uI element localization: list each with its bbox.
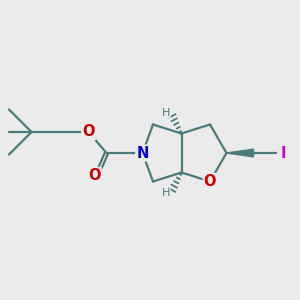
- Text: N: N: [136, 146, 149, 160]
- Polygon shape: [226, 149, 254, 157]
- Text: H: H: [161, 107, 170, 118]
- Text: O: O: [88, 168, 101, 183]
- Text: O: O: [82, 124, 95, 140]
- Text: H: H: [161, 188, 170, 199]
- Text: O: O: [204, 174, 216, 189]
- Text: I: I: [280, 146, 286, 160]
